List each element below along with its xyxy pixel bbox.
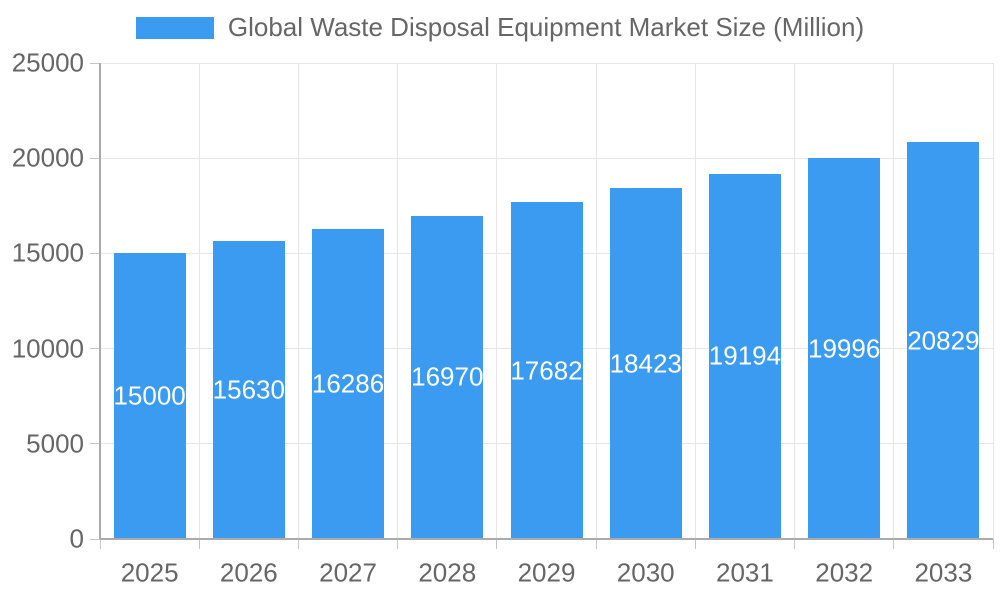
x-tick-label: 2030: [616, 557, 675, 588]
x-gridline: [794, 63, 796, 539]
x-axis-tick: [893, 539, 895, 549]
y-axis-tick: [90, 252, 100, 254]
y-tick-label: 10000: [11, 333, 84, 364]
x-axis-tick: [99, 539, 101, 549]
y-axis-tick: [90, 62, 100, 64]
x-gridline: [198, 63, 200, 539]
x-gridline: [297, 63, 299, 539]
x-axis-tick: [992, 539, 994, 549]
bar-value-label: 19996: [808, 333, 881, 364]
y-axis-tick: [90, 443, 100, 445]
x-tick-label: 2033: [914, 557, 973, 588]
y-tick-label: 20000: [11, 142, 84, 173]
bar-2029[interactable]: [510, 202, 583, 539]
y-tick-label: 15000: [11, 237, 84, 268]
y-tick-label: 5000: [26, 428, 84, 459]
y-axis-tick: [90, 157, 100, 159]
bar-value-label: 15630: [212, 374, 285, 405]
y-gridline: [100, 157, 993, 159]
bar-value-label: 18423: [609, 348, 682, 379]
x-gridline: [694, 63, 696, 539]
x-gridline: [496, 63, 498, 539]
bar-value-label: 17682: [510, 355, 583, 386]
x-tick-label: 2027: [319, 557, 377, 588]
y-tick-label: 25000: [11, 47, 84, 78]
x-axis-tick: [198, 539, 200, 549]
x-axis-tick: [297, 539, 299, 549]
bar-value-label: 15000: [113, 380, 186, 411]
legend-item[interactable]: Global Waste Disposal Equipment Market S…: [135, 12, 865, 43]
y-axis-tick: [90, 538, 100, 540]
bar-2026[interactable]: [212, 241, 285, 539]
legend-label: Global Waste Disposal Equipment Market S…: [227, 12, 865, 42]
x-axis-line: [100, 538, 993, 540]
y-gridline: [100, 62, 993, 64]
x-axis-tick: [496, 539, 498, 549]
y-tick-label: 0: [69, 523, 84, 554]
bar-value-label: 16970: [411, 361, 484, 392]
bar-2027[interactable]: [312, 228, 385, 539]
legend: Global Waste Disposal Equipment Market S…: [0, 0, 1000, 55]
x-tick-label: 2025: [120, 557, 179, 588]
bar-value-label: 19194: [708, 340, 782, 371]
x-tick-label: 2028: [418, 557, 477, 588]
legend-swatch: [135, 16, 214, 39]
x-gridline: [595, 63, 597, 539]
x-tick-label: 2031: [716, 557, 774, 588]
x-gridline: [992, 63, 994, 539]
x-axis-tick: [595, 539, 597, 549]
bar-2030[interactable]: [609, 188, 682, 539]
bar-value-label: 20829: [907, 325, 980, 356]
x-axis-tick: [694, 539, 696, 549]
bar-2025[interactable]: [113, 253, 186, 539]
x-tick-label: 2032: [815, 557, 874, 588]
bar-2032[interactable]: [808, 158, 881, 539]
x-gridline: [893, 63, 895, 539]
bar-2028[interactable]: [411, 215, 484, 539]
bar-2031[interactable]: [708, 173, 781, 539]
bar-value-label: 16286: [311, 368, 385, 399]
x-axis-tick: [794, 539, 796, 549]
y-axis-tick: [90, 348, 100, 350]
y-axis-line: [99, 63, 101, 539]
x-tick-label: 2026: [219, 557, 278, 588]
x-tick-label: 2029: [517, 557, 576, 588]
x-axis-tick: [397, 539, 399, 549]
bar-2033[interactable]: [907, 142, 980, 539]
x-gridline: [397, 63, 399, 539]
